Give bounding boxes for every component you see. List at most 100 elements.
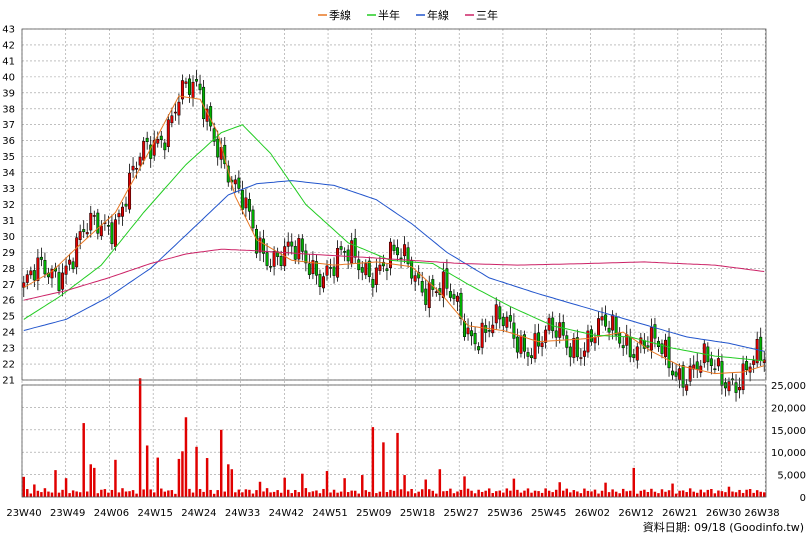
volume-bar bbox=[174, 493, 177, 497]
volume-bar bbox=[632, 467, 636, 497]
candle-body bbox=[688, 365, 692, 382]
candle-body bbox=[558, 322, 562, 338]
ma-line bbox=[23, 248, 765, 301]
candle-body bbox=[713, 368, 717, 371]
y-tick-label: 38 bbox=[2, 104, 15, 115]
volume-bar bbox=[350, 490, 353, 497]
volume-bar bbox=[54, 470, 57, 497]
volume-tick-label: 15,000 bbox=[771, 426, 806, 437]
candle-body bbox=[378, 264, 382, 271]
volume-bar bbox=[551, 492, 554, 497]
price-panel-frame bbox=[21, 28, 767, 381]
candle-body bbox=[166, 119, 170, 147]
volume-bar bbox=[621, 488, 625, 497]
volume-bar bbox=[417, 491, 420, 497]
ma-line bbox=[23, 124, 765, 362]
y-tick-label: 27 bbox=[2, 280, 15, 291]
candle-body bbox=[649, 327, 653, 351]
volume-bar bbox=[456, 491, 459, 497]
candle-body bbox=[745, 361, 749, 371]
volume-bars bbox=[22, 378, 766, 497]
volume-bar bbox=[272, 491, 276, 497]
candle-body bbox=[540, 342, 544, 347]
volume-bar bbox=[202, 491, 205, 497]
candle-body bbox=[339, 246, 343, 250]
volume-bar bbox=[710, 489, 713, 497]
volume-bar bbox=[720, 491, 724, 497]
volume-bar bbox=[692, 491, 695, 497]
candle-body bbox=[427, 282, 431, 309]
volume-bar bbox=[301, 473, 304, 497]
candle-body bbox=[695, 361, 699, 370]
y-tick-label: 43 bbox=[2, 25, 15, 36]
candle-body bbox=[43, 260, 47, 275]
candle-body bbox=[604, 314, 608, 327]
volume-bar bbox=[131, 490, 135, 497]
y-tick-label: 25 bbox=[2, 312, 15, 323]
volume-bar bbox=[424, 479, 427, 497]
ma-line bbox=[23, 180, 765, 352]
volume-bar bbox=[50, 492, 54, 497]
candle-body bbox=[551, 317, 555, 332]
y-tick-label: 24 bbox=[2, 328, 15, 339]
y-tick-label: 41 bbox=[2, 56, 15, 67]
candle-body bbox=[494, 304, 498, 324]
volume-bar bbox=[318, 493, 322, 497]
candle-body bbox=[321, 276, 325, 289]
candle-body bbox=[586, 330, 590, 353]
volume-bar bbox=[667, 490, 671, 497]
y-tick-label: 42 bbox=[2, 40, 15, 51]
candle-body bbox=[392, 244, 396, 251]
volume-bar bbox=[212, 493, 216, 497]
candle-body bbox=[50, 268, 54, 279]
candle-body bbox=[353, 238, 357, 258]
candle-body bbox=[92, 215, 96, 217]
volume-bar bbox=[544, 488, 547, 497]
volume-bar bbox=[43, 488, 47, 497]
candle-body bbox=[738, 386, 742, 391]
volume-bar bbox=[286, 489, 290, 497]
candle-body bbox=[152, 139, 156, 156]
candle-body bbox=[388, 241, 392, 269]
candle-body bbox=[424, 288, 428, 305]
legend-label: 三年 bbox=[476, 8, 498, 22]
candle-body bbox=[332, 266, 336, 276]
candle-body bbox=[159, 135, 163, 140]
volume-bar bbox=[364, 490, 368, 497]
candle-body bbox=[202, 86, 206, 120]
volume-bar bbox=[724, 492, 727, 497]
y-tick-label: 22 bbox=[2, 360, 15, 371]
candle-body bbox=[522, 334, 526, 352]
volume-bar bbox=[361, 475, 364, 497]
candle-body bbox=[247, 199, 251, 212]
volume-bar bbox=[121, 488, 124, 497]
candle-body bbox=[237, 177, 241, 189]
candle-body bbox=[406, 247, 410, 265]
volume-bar bbox=[124, 491, 128, 497]
volume-bar bbox=[258, 481, 262, 497]
volume-bar bbox=[449, 488, 452, 497]
volume-bar bbox=[96, 493, 100, 497]
volume-bar bbox=[198, 489, 202, 497]
candle-body bbox=[138, 156, 142, 166]
volume-bar bbox=[734, 492, 738, 497]
candle-body bbox=[131, 165, 135, 171]
candle-body bbox=[480, 322, 484, 348]
volume-bar bbox=[576, 491, 579, 497]
candle-body bbox=[653, 324, 657, 339]
volume-bar bbox=[498, 490, 502, 497]
volume-panel-frame bbox=[21, 384, 767, 498]
x-tick-label: 25W18 bbox=[400, 508, 435, 519]
candle-body bbox=[96, 212, 100, 234]
y-tick-label: 37 bbox=[2, 120, 15, 131]
volume-bar bbox=[142, 489, 145, 497]
candle-body bbox=[664, 339, 667, 357]
volume-bar bbox=[29, 493, 33, 497]
volume-bar bbox=[216, 490, 219, 497]
volume-bar bbox=[748, 489, 752, 497]
volume-bar bbox=[85, 491, 89, 497]
volume-bar bbox=[269, 492, 272, 497]
candle-body bbox=[498, 306, 502, 320]
volume-bar bbox=[191, 492, 195, 497]
